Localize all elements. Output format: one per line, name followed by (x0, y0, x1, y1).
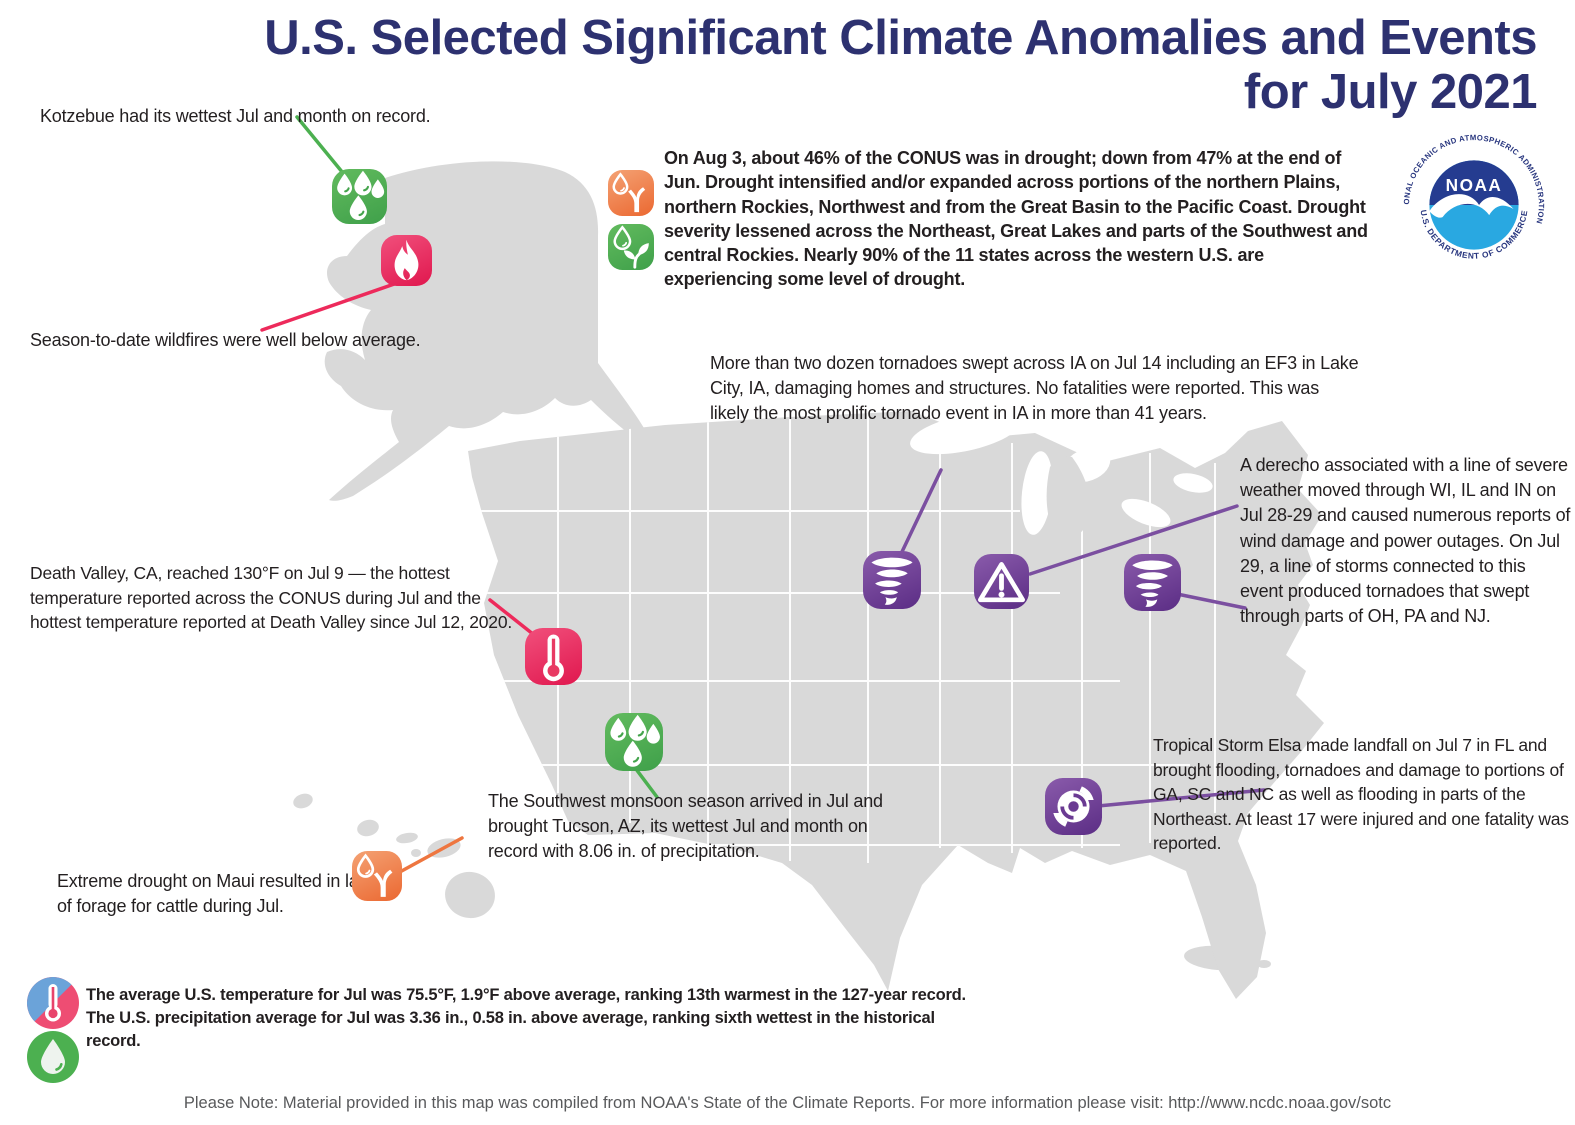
hawaii-islands (293, 793, 495, 919)
noaa-logo-wordmark: NOAA (1446, 175, 1503, 195)
hurricane-icon (1045, 778, 1102, 835)
leader-line-derecho-1 (1028, 504, 1239, 576)
temperature-legend-icon (27, 977, 79, 1029)
title-line-2: for July 2021 (1243, 64, 1538, 119)
leader-line-tornado-ia (898, 468, 943, 558)
warning-icon (974, 554, 1029, 609)
monsoon-annotation: The Southwest monsoon season arrived in … (488, 791, 883, 862)
derecho-warning-badge (974, 554, 1029, 609)
death-valley-heat-badge (525, 628, 582, 685)
flame-icon (381, 235, 432, 286)
iowa-tornado-badge (863, 551, 921, 609)
drought-relief-badge (608, 224, 654, 270)
leader-line-derecho-2 (1175, 592, 1247, 610)
pennsylvania-tornado-badge (1124, 554, 1181, 611)
leader-line-wildfire (260, 280, 402, 332)
tornado-icon (863, 551, 921, 609)
kotzebue-raindrops-badge (332, 169, 387, 224)
maui-drought-badge (352, 851, 402, 901)
tropical-storm-elsa-badge (1045, 778, 1102, 835)
alaska-wildfire-badge (381, 235, 432, 286)
michigan (1046, 456, 1091, 541)
raindrops-icon (332, 169, 387, 224)
wildfire-annotation: Season-to-date wildfires were well below… (30, 330, 421, 350)
death-valley-annotation: Death Valley, CA, reached 130°F on Jul 9… (30, 563, 513, 632)
national-summary-annotation: The average U.S. temperature for Jul was… (86, 986, 966, 1051)
drought-relief-icon (608, 224, 654, 270)
conus-map (468, 411, 1324, 999)
title-line-1: U.S. Selected Significant Climate Anomal… (264, 11, 1537, 65)
page-title: U.S. Selected Significant Climate Anomal… (82, 11, 1538, 120)
drought-badge (608, 170, 654, 216)
precipitation-legend-icon (27, 1031, 79, 1083)
derecho-annotation: A derecho associated with a line of seve… (1240, 455, 1571, 627)
kotzebue-annotation: Kotzebue had its wettest Jul and month o… (40, 106, 431, 126)
leader-line-monsoon (634, 767, 659, 799)
noaa-logo: NATIONAL OCEANIC AND ATMOSPHERIC ADMINIS… (1398, 130, 1549, 280)
drought-annotation: On Aug 3, about 46% of the CONUS was in … (664, 148, 1368, 290)
tornado-iowa-annotation: More than two dozen tornadoes swept acro… (710, 353, 1359, 424)
footer-note: Please Note: Material provided in this m… (183, 1094, 1392, 1112)
leader-line-elsa (1096, 788, 1266, 808)
elsa-annotation: Tropical Storm Elsa made landfall on Jul… (1153, 735, 1569, 853)
maui-annotation: Extreme drought on Maui resulted in lack… (57, 871, 377, 917)
great-lakes (910, 411, 1213, 535)
drought-icon (608, 170, 654, 216)
drought-icon (352, 851, 402, 901)
tornado-icon (1124, 554, 1181, 611)
thermometer-icon (525, 628, 582, 685)
leader-line-maui (396, 836, 464, 875)
raindrops-icon (605, 713, 663, 771)
monsoon-raindrops-badge (605, 713, 663, 771)
